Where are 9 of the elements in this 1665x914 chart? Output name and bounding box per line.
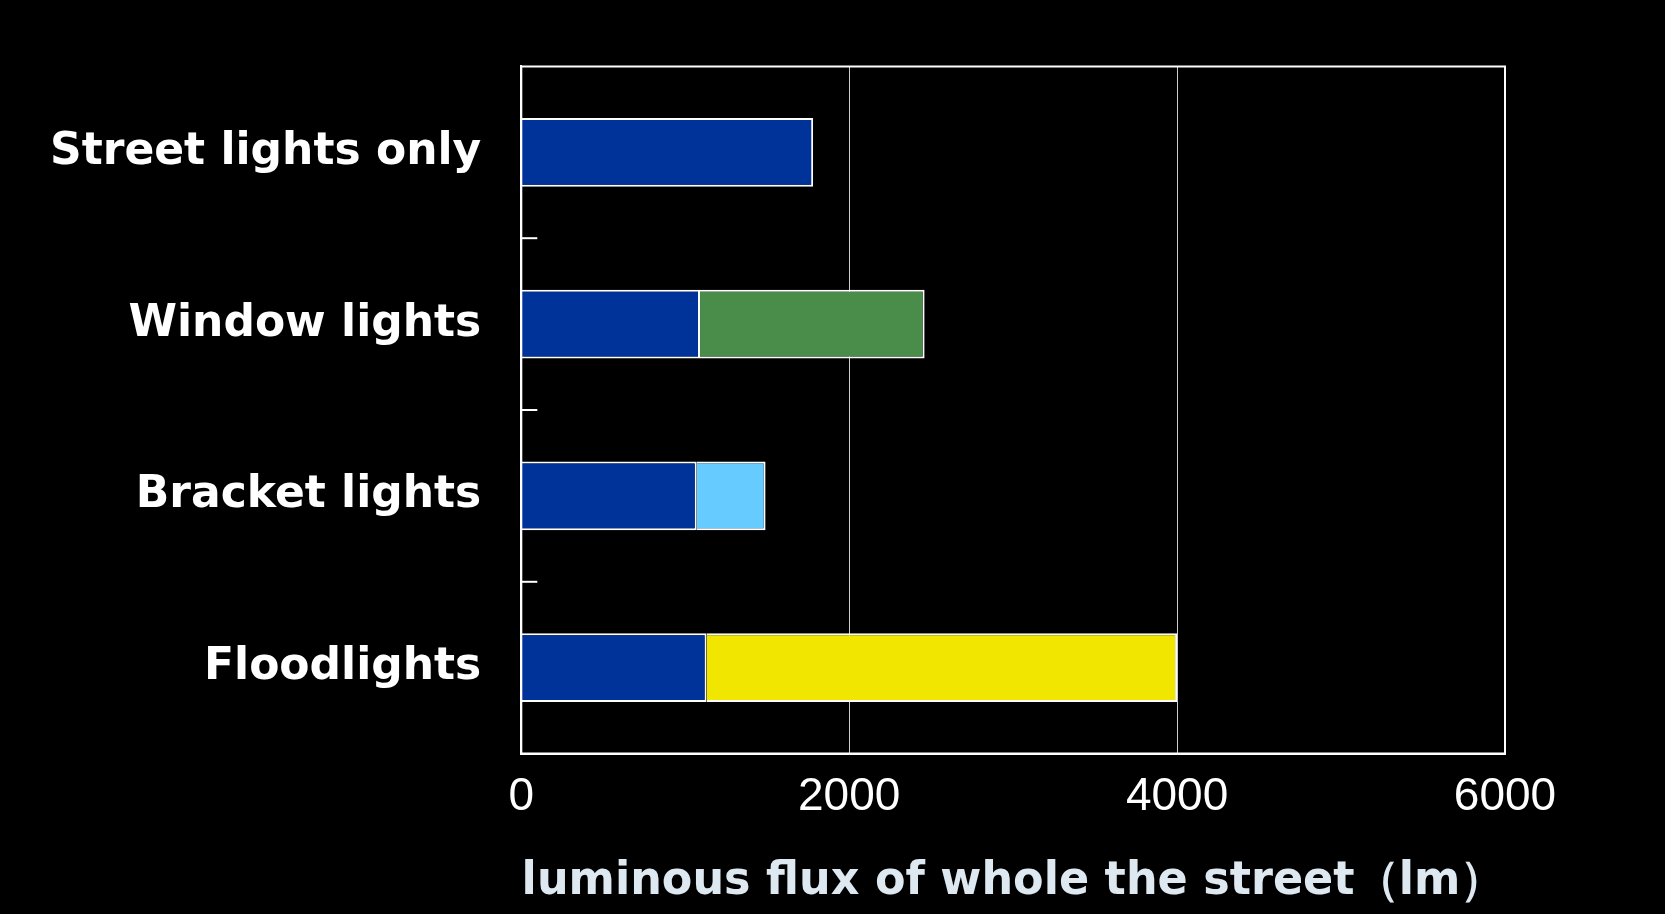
- x-tick-label: 0: [508, 767, 535, 820]
- y-tick-label: Bracket lights: [135, 466, 482, 518]
- x-tick-label: 4000: [1125, 767, 1229, 820]
- y-tick-label: Window lights: [128, 294, 482, 346]
- x-axis-title: luminous flux of whole the street（lm）: [521, 851, 1505, 906]
- x-tick-label: 2000: [798, 767, 901, 820]
- x-tick-label: 6000: [1453, 767, 1557, 820]
- y-tick-label: Floodlights: [203, 638, 482, 690]
- y-tick-label: Street lights only: [49, 122, 482, 174]
